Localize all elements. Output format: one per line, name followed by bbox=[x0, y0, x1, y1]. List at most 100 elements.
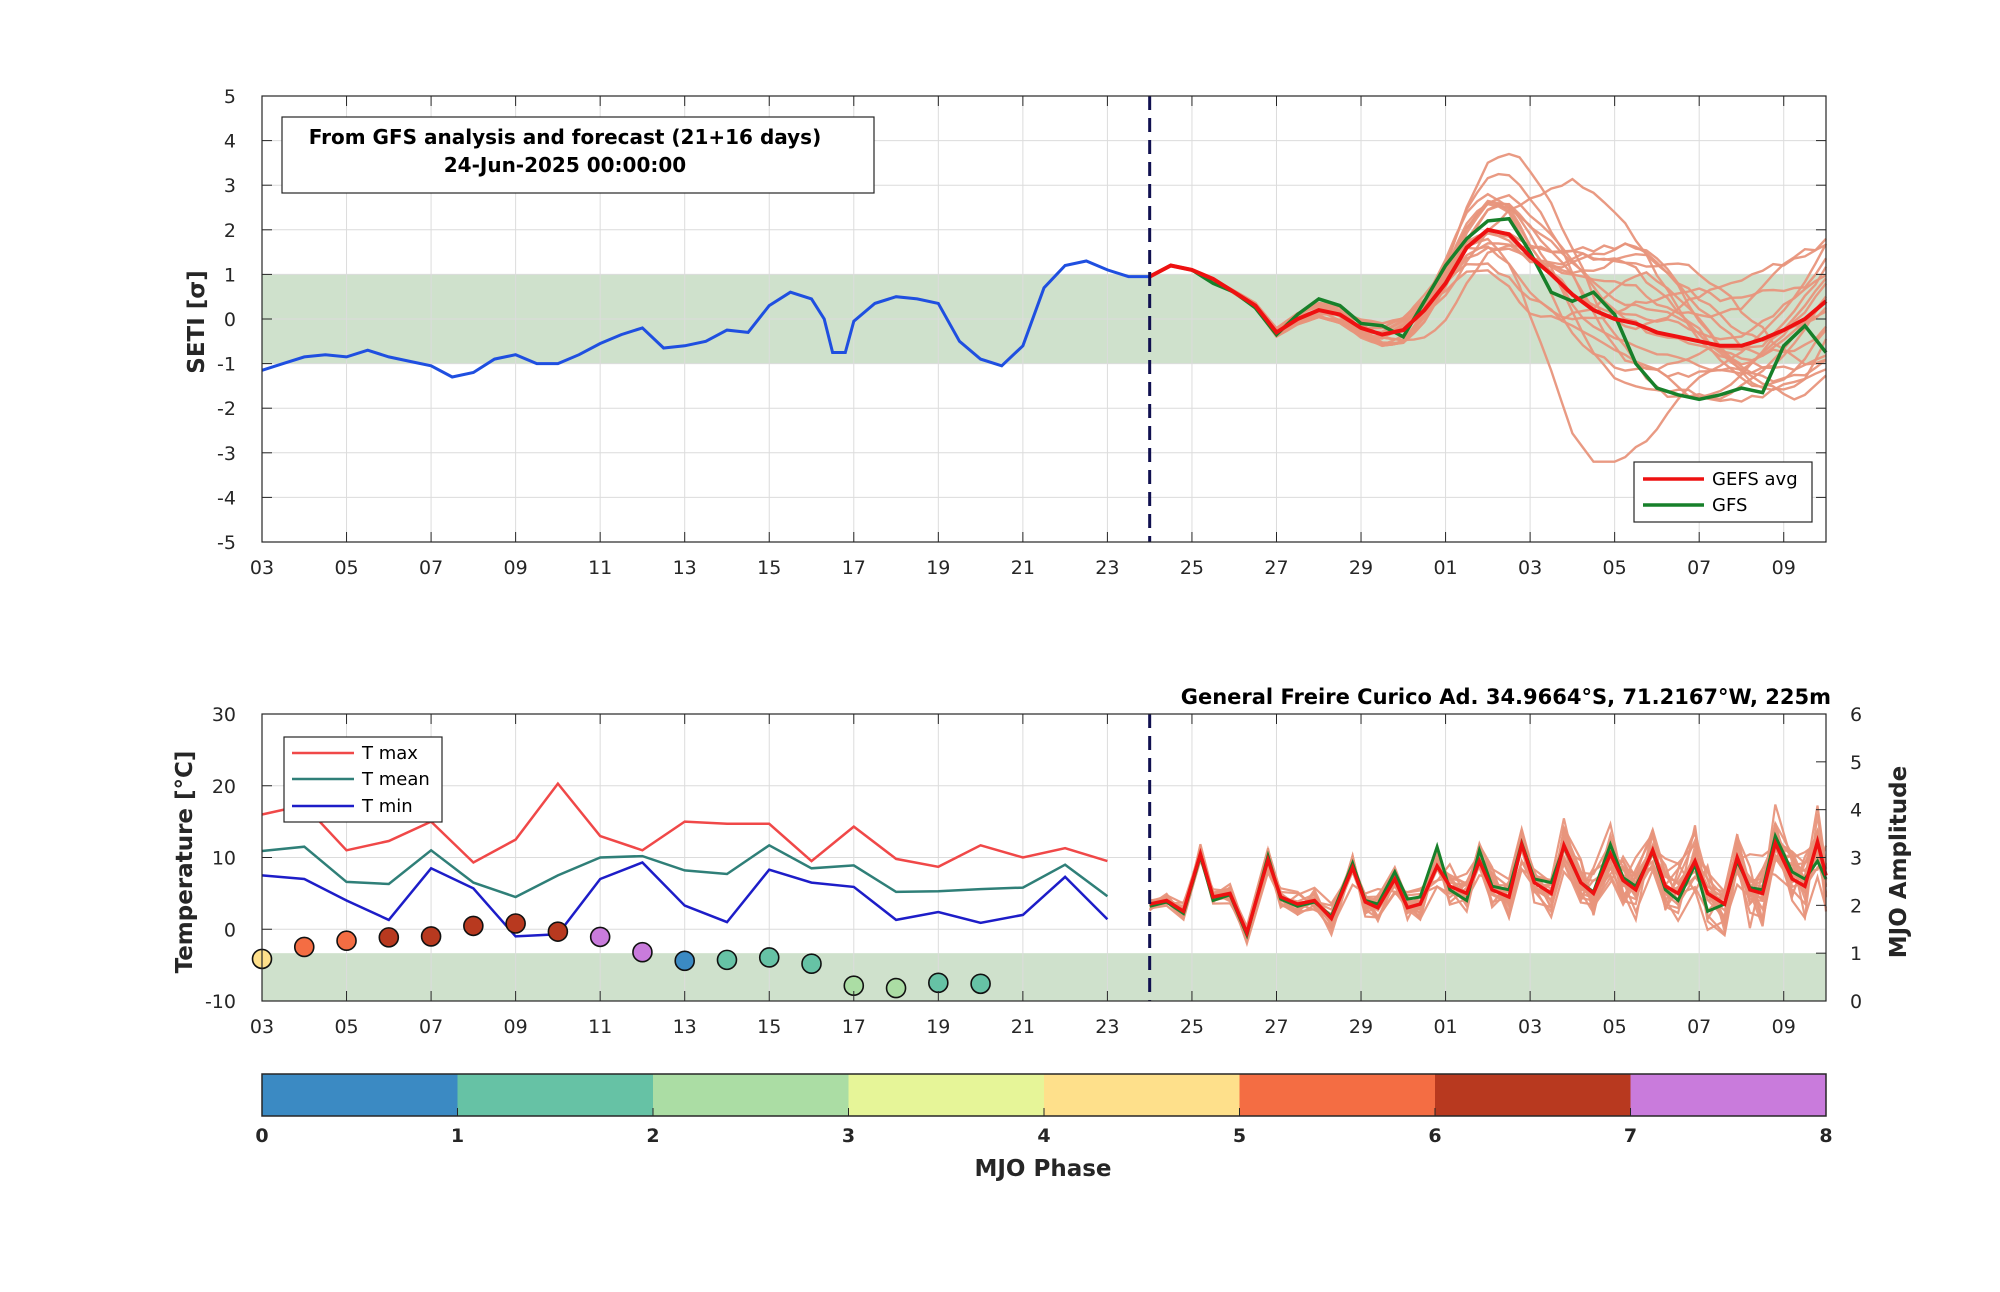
colorbar-tick-label: 7 bbox=[1624, 1125, 1637, 1147]
mjo-band bbox=[262, 953, 1826, 1001]
y2-tick-label: 2 bbox=[1850, 895, 1862, 917]
x-tick-label: 19 bbox=[926, 557, 950, 579]
legend-tmean-label: T mean bbox=[361, 769, 430, 790]
seti-y-ticks: 5 4 3 2 1 0 -1 -2 -3 -4 -5 bbox=[217, 86, 1826, 554]
y-tick-label: -4 bbox=[217, 487, 236, 509]
mjo-point bbox=[674, 950, 696, 972]
x-tick-label: 27 bbox=[1264, 1016, 1288, 1038]
temperature-panel: 03 05 07 09 11 13 15 17 19 21 23 25 27 29 01 03 05 07 09 3… bbox=[172, 685, 1912, 1038]
seti-x-ticks: 03 05 07 09 11 13 15 17 19 21 23 25 27 29 01 03 05 07 09 bbox=[250, 96, 1796, 579]
colorbar-cell bbox=[1239, 1074, 1436, 1116]
x-tick-label: 05 bbox=[1603, 557, 1627, 579]
x-tick-label: 05 bbox=[1603, 1016, 1627, 1038]
x-tick-label: 09 bbox=[1772, 1016, 1796, 1038]
x-tick-label: 03 bbox=[1518, 1016, 1542, 1038]
info-box: From GFS analysis and forecast (21+16 da… bbox=[281, 116, 875, 194]
tmin-line bbox=[261, 861, 1109, 938]
mjo-point bbox=[293, 936, 315, 958]
x-tick-label: 03 bbox=[250, 1016, 274, 1038]
colorbar-tick-label: 8 bbox=[1819, 1125, 1832, 1147]
temperature-x-ticks: 03 05 07 09 11 13 15 17 19 21 23 25 27 29 01 03 05 07 09 bbox=[250, 714, 1796, 1038]
y2-tick-label: 5 bbox=[1850, 752, 1862, 774]
info-box-line-2: 24-Jun-2025 00:00:00 bbox=[444, 153, 686, 177]
colorbar-tick-label: 6 bbox=[1428, 1125, 1441, 1147]
colorbar-cell bbox=[1630, 1074, 1827, 1116]
x-tick-label: 13 bbox=[673, 1016, 697, 1038]
legend-tmax-label: T max bbox=[361, 743, 418, 764]
y-tick-label: 10 bbox=[212, 848, 236, 870]
mjo-point bbox=[378, 927, 400, 948]
x-tick-label: 03 bbox=[250, 557, 274, 579]
colorbar-cell bbox=[1435, 1074, 1631, 1116]
x-tick-label: 11 bbox=[588, 1016, 612, 1038]
y2-tick-label: 3 bbox=[1850, 848, 1862, 870]
colorbar-cell bbox=[1044, 1074, 1240, 1116]
x-tick-label: 05 bbox=[334, 557, 358, 579]
mjo-points bbox=[251, 913, 991, 999]
y-tick-label: -1 bbox=[217, 354, 236, 376]
y-tick-label: 5 bbox=[224, 86, 236, 108]
colorbar-cell bbox=[848, 1074, 1045, 1116]
seti-panel: 03 05 07 09 11 13 15 17 19 21 23 25 27 29 01 03 05 07 09 5… bbox=[184, 86, 1828, 579]
colorbar-tick-label: 4 bbox=[1037, 1125, 1050, 1147]
colorbar-tick-label: 0 bbox=[255, 1125, 268, 1147]
x-tick-label: 23 bbox=[1095, 1016, 1119, 1038]
temperature-y-label: Temperature [°C] bbox=[172, 751, 198, 974]
y-tick-label: -10 bbox=[205, 991, 236, 1013]
mjo-point bbox=[632, 941, 653, 963]
mjo-point bbox=[336, 930, 357, 952]
mjo-point bbox=[716, 949, 738, 971]
x-tick-label: 27 bbox=[1264, 557, 1288, 579]
colorbar-cell bbox=[262, 1074, 458, 1116]
y-tick-label: -3 bbox=[217, 443, 236, 465]
y-tick-label: -5 bbox=[217, 532, 236, 554]
x-tick-label: 29 bbox=[1349, 557, 1373, 579]
colorbar-label: MJO Phase bbox=[974, 1156, 1111, 1182]
y-tick-label: -2 bbox=[217, 398, 236, 420]
colorbar-tick-label: 2 bbox=[646, 1125, 659, 1147]
x-tick-label: 13 bbox=[673, 557, 697, 579]
seti-analysis-line bbox=[261, 259, 1150, 379]
mjo-point bbox=[420, 926, 442, 947]
mjo-point bbox=[801, 953, 822, 974]
y2-tick-label: 6 bbox=[1850, 704, 1862, 726]
x-tick-label: 15 bbox=[757, 1016, 781, 1038]
y-tick-label: 0 bbox=[224, 919, 236, 941]
x-tick-label: 09 bbox=[1772, 557, 1796, 579]
colorbar-tick-label: 5 bbox=[1233, 1125, 1246, 1147]
x-tick-label: 07 bbox=[419, 557, 443, 579]
x-tick-label: 21 bbox=[1011, 557, 1035, 579]
x-tick-label: 09 bbox=[504, 1016, 528, 1038]
colorbar-cell bbox=[457, 1074, 654, 1116]
mjo-point bbox=[505, 913, 526, 934]
y-tick-label: 1 bbox=[224, 264, 236, 286]
x-tick-label: 23 bbox=[1095, 557, 1119, 579]
x-tick-label: 07 bbox=[1687, 1016, 1711, 1038]
x-tick-label: 05 bbox=[334, 1016, 358, 1038]
temperature-legend: T max T mean T min bbox=[283, 736, 443, 823]
x-tick-label: 09 bbox=[504, 557, 528, 579]
x-tick-label: 25 bbox=[1180, 1016, 1204, 1038]
tmax-line bbox=[261, 781, 1108, 869]
x-tick-label: 07 bbox=[1687, 557, 1711, 579]
seti-gefs-avg-line bbox=[1148, 227, 1828, 348]
x-tick-label: 15 bbox=[757, 557, 781, 579]
colorbar-tick-label: 1 bbox=[451, 1125, 464, 1147]
y-tick-label: 0 bbox=[224, 309, 236, 331]
legend-tmin-label: T min bbox=[361, 796, 413, 817]
mjo-point bbox=[928, 972, 949, 994]
legend-gfs-label: GFS bbox=[1712, 495, 1747, 516]
y-tick-label: 4 bbox=[224, 131, 236, 153]
x-tick-label: 11 bbox=[588, 557, 612, 579]
info-box-line-1: From GFS analysis and forecast (21+16 da… bbox=[309, 125, 821, 149]
seti-legend: GEFS avg GFS bbox=[1633, 461, 1813, 523]
mjo-point bbox=[463, 915, 484, 937]
x-tick-label: 21 bbox=[1011, 1016, 1035, 1038]
x-tick-label: 01 bbox=[1433, 557, 1457, 579]
y2-tick-label: 0 bbox=[1850, 991, 1862, 1013]
colorbar-cell bbox=[653, 1074, 849, 1116]
temperature-avg-line bbox=[1149, 834, 1828, 938]
x-tick-label: 03 bbox=[1518, 557, 1542, 579]
mjo-point bbox=[589, 926, 611, 948]
